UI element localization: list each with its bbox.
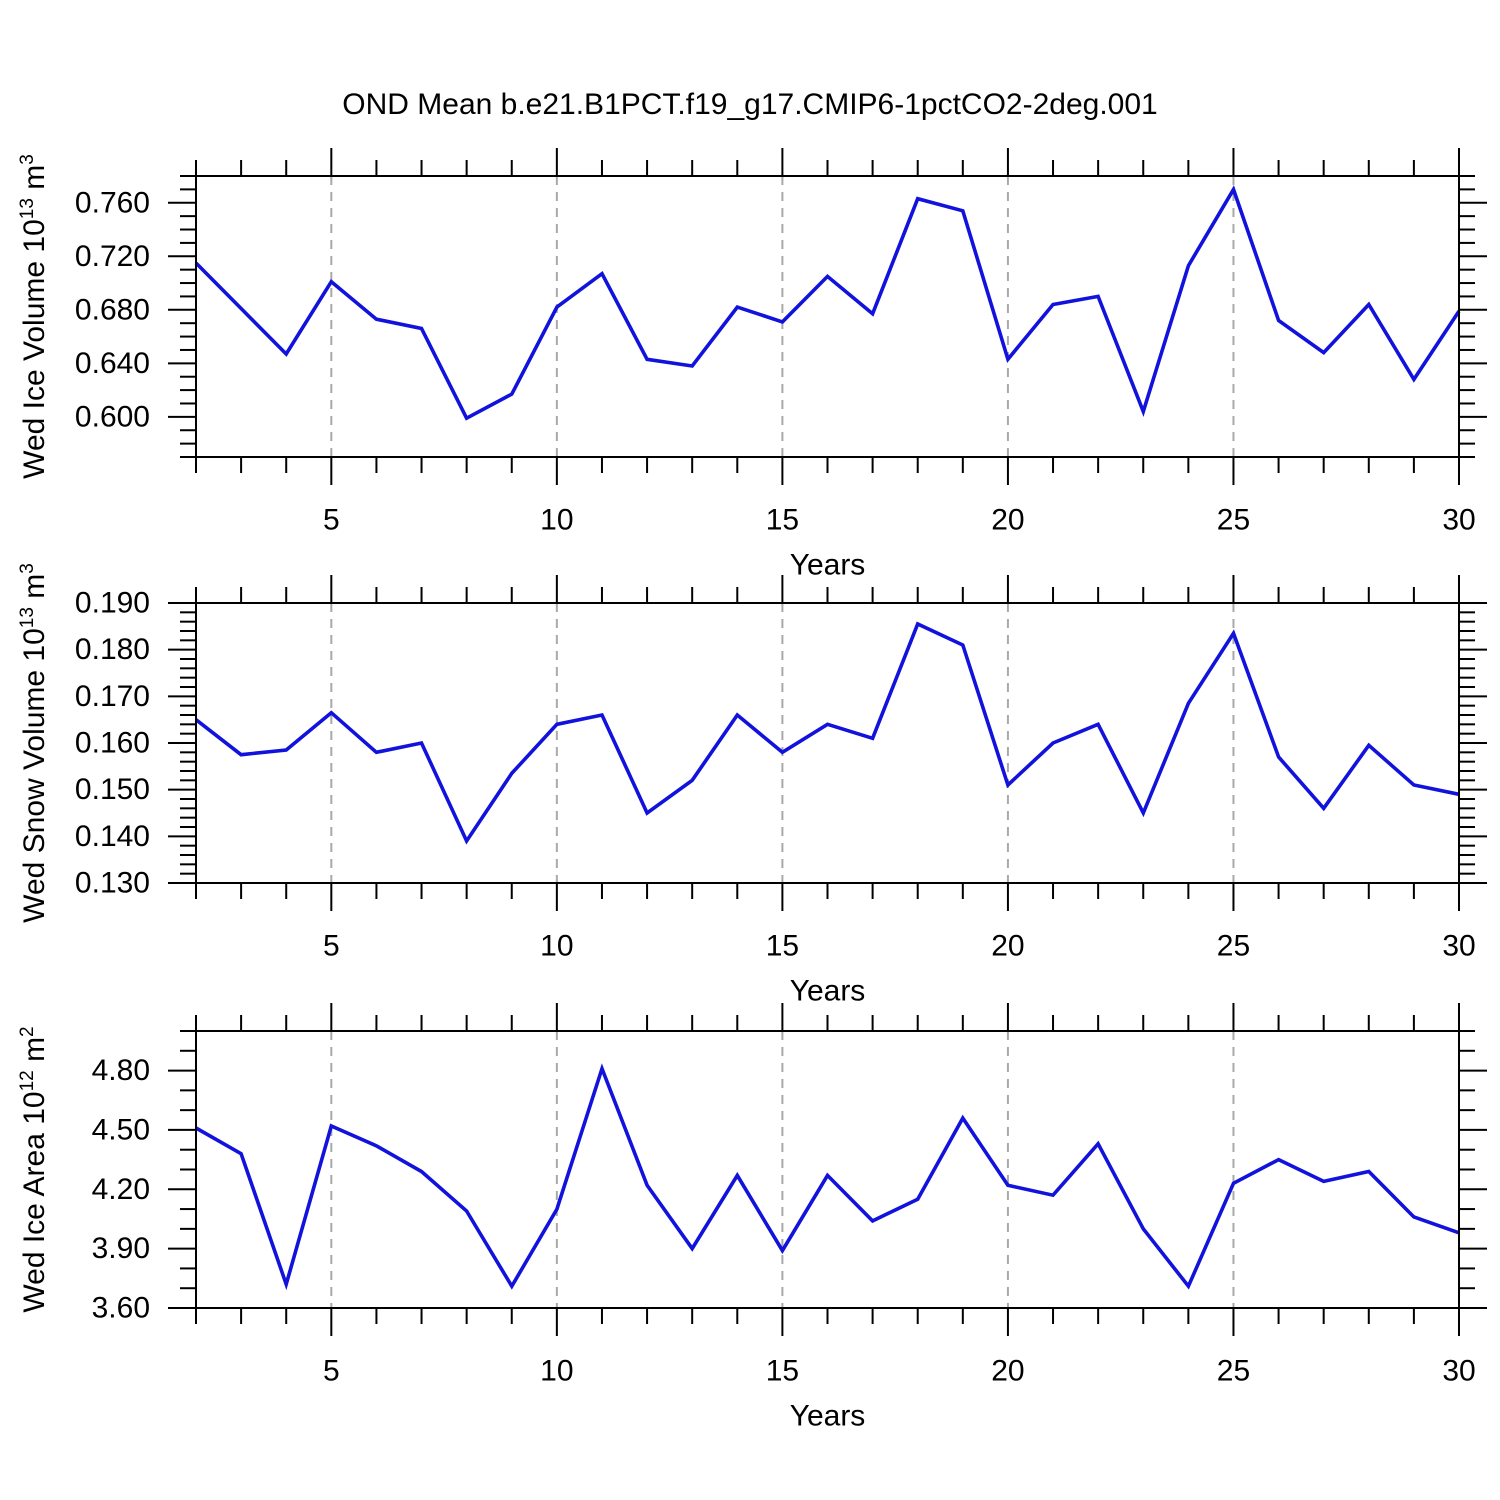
plot-title: OND Mean b.e21.B1PCT.f19_g17.CMIP6-1pctC…: [342, 88, 1158, 121]
panel-3-xtick-label-15: 15: [766, 1355, 799, 1388]
panel-1-xtick-label-20: 20: [991, 504, 1024, 537]
panel-3-xtick-label-10: 10: [540, 1355, 573, 1388]
panel-1-yaxis-title-part: 13: [17, 198, 38, 219]
panel-1-data-line: [194, 185, 1461, 421]
panel-1-xtick-label-10: 10: [540, 504, 573, 537]
panel-3-xtick-label-20: 20: [991, 1355, 1024, 1388]
panel-2-xtick-label-15: 15: [766, 930, 799, 963]
panel-3-ytick-label-4: 4.80: [92, 1054, 150, 1087]
panel-2-ytick-label-3: 0.160: [75, 727, 150, 760]
panel-2-data-line: [194, 621, 1460, 845]
panel-2-ytick-label-2: 0.150: [75, 773, 150, 806]
panel-3-xtick-label-5: 5: [323, 1355, 340, 1388]
panel-2-xaxis-title: Years: [790, 975, 866, 1008]
panel-3-yaxis-title-part: 2: [17, 1026, 38, 1037]
panel-1-yaxis-title-part: 3: [17, 154, 38, 165]
panel-1-xtick-label-30: 30: [1442, 504, 1475, 537]
panel-3-xtick-label-25: 25: [1217, 1355, 1250, 1388]
panel-1-xaxis-title: Years: [790, 549, 866, 582]
panel-2-xtick-label-10: 10: [540, 930, 573, 963]
panel-1-yaxis-title-part: m: [18, 165, 51, 198]
panel-1-wed-ice-volume: 5 10 15 20 25 30 0.600 0.640 0.680 0.720 0.760 Year…: [17, 148, 1487, 582]
panel-3-yaxis-title: Wed Ice Area 1012 m2: [17, 1026, 51, 1312]
panel-1-ytick-label-2: 0.680: [75, 293, 150, 326]
panel-2-yaxis-title-part: m: [18, 574, 51, 607]
panel-1-ytick-label-4: 0.760: [75, 186, 150, 219]
panel-2-wed-snow-volume: 5 10 15 20 25 30 0.130 0.140 0.150 0.160 0.170 0.18…: [17, 563, 1487, 1008]
panel-3-data-line: [195, 1063, 1460, 1291]
panel-1-xtick-label-25: 25: [1217, 504, 1250, 537]
panel-2-ytick-label-1: 0.140: [75, 820, 150, 853]
panel-1-ytick-label-1: 0.640: [75, 347, 150, 380]
panel-1-yaxis-title: Wed Ice Volume 1013 m3: [17, 154, 51, 479]
panel-3-yaxis-title-part: m: [18, 1037, 51, 1070]
panel-2-ytick-label-6: 0.190: [75, 587, 150, 620]
panel-3-ytick-label-0: 3.60: [92, 1292, 150, 1325]
panel-3-xaxis-title: Years: [790, 1400, 866, 1433]
panel-2-yaxis-title-part: 3: [17, 563, 38, 574]
panel-2-ytick-label-0: 0.130: [75, 867, 150, 900]
panel-2-ytick-label-4: 0.170: [75, 680, 150, 713]
panel-3-frame: [195, 1030, 1460, 1309]
panel-1-ytick-label-3: 0.720: [75, 240, 150, 273]
panel-2-xtick-label-30: 30: [1442, 930, 1475, 963]
panel-3-yaxis-title-part: Wed Ice Area 10: [18, 1091, 51, 1312]
panel-2-frame: [195, 602, 1460, 884]
panel-3-ytick-label-1: 3.90: [92, 1232, 150, 1265]
panel-3-wed-ice-area: 5 10 15 20 25 30 3.60 3.90 4.20 4.50 4.80 Years Wed …: [17, 1003, 1487, 1433]
panel-1-frame: [195, 175, 1460, 458]
panel-2-xtick-label-5: 5: [323, 930, 340, 963]
panel-2-ytick-label-5: 0.180: [75, 633, 150, 666]
panel-3-ytick-label-3: 4.50: [92, 1113, 150, 1146]
panel-1-xtick-label-15: 15: [766, 504, 799, 537]
panel-2-yaxis-title-part: Wed Snow Volume 10: [18, 628, 51, 923]
panel-1-ytick-label-0: 0.600: [75, 400, 150, 433]
panel-2-xtick-label-20: 20: [991, 930, 1024, 963]
panel-1-xtick-label-5: 5: [323, 504, 340, 537]
panel-3-yaxis-title-part: 12: [17, 1070, 38, 1091]
panel-3-xtick-label-30: 30: [1442, 1355, 1475, 1388]
panel-2-yaxis-title-part: 13: [17, 607, 38, 628]
panel-1-yaxis-title-part: Wed Ice Volume 10: [18, 219, 51, 479]
panel-2-xtick-label-25: 25: [1217, 930, 1250, 963]
panel-3-ytick-label-2: 4.20: [92, 1173, 150, 1206]
panel-2-yaxis-title: Wed Snow Volume 1013 m3: [17, 563, 51, 923]
